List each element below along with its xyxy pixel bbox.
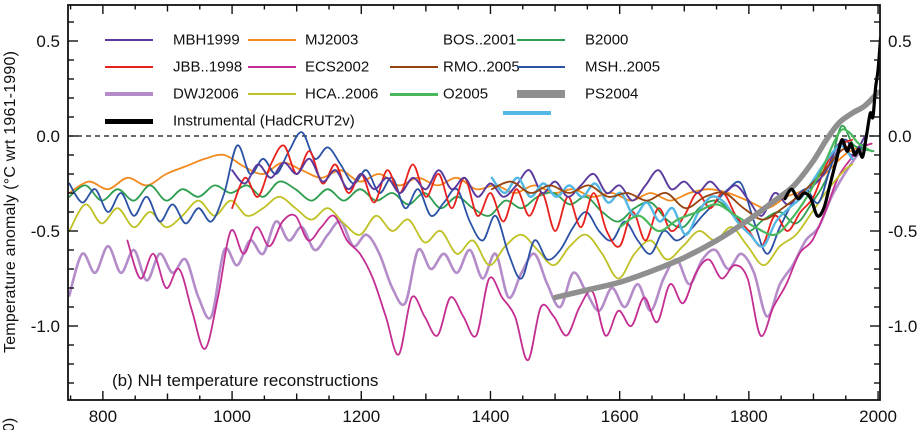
y-tick-label-left: 0.5 xyxy=(36,32,60,51)
legend-label-0: MBH1999 xyxy=(173,31,240,49)
legend-label-1: MJ2003 xyxy=(305,31,359,49)
legend-label-6: RMO..2005 xyxy=(443,58,520,76)
legend-swatch-4 xyxy=(105,65,153,69)
legend-label-8: DWJ2006 xyxy=(173,85,239,103)
x-tick-label: 1400 xyxy=(472,407,510,426)
legend-label-2: BOS..2001 xyxy=(443,31,517,49)
x-tick-label: 1600 xyxy=(601,407,639,426)
x-tick-label: 1200 xyxy=(342,407,380,426)
y-tick-label-left: 0.0 xyxy=(36,127,60,146)
y-tick-label-left: -1.0 xyxy=(31,317,60,336)
legend-swatch-11 xyxy=(517,90,565,98)
series-line-msh-2005 xyxy=(68,131,866,280)
y-tick-label-right: 0.5 xyxy=(888,32,912,51)
legend-swatch-9 xyxy=(248,92,296,96)
legend-swatch-13 xyxy=(503,111,551,115)
x-tick-label: 1800 xyxy=(730,407,768,426)
series-line-rmo-2005 xyxy=(490,144,854,221)
legend-swatch-10 xyxy=(390,92,438,96)
series-line-instrumental-hadcrut2v- xyxy=(783,35,880,218)
legend-label-9: HCA..2006 xyxy=(305,85,379,103)
legend-swatch-5 xyxy=(248,65,296,69)
y-tick-label-right: -1.0 xyxy=(888,317,917,336)
series-line-ecs2002 xyxy=(126,142,873,362)
legend-swatch-12 xyxy=(105,118,153,124)
series-line-bos-2001 xyxy=(490,144,854,248)
legend-label-11: PS2004 xyxy=(585,85,639,103)
cropped-text-fragment: 0) xyxy=(1,417,18,430)
series-line-hca-2006 xyxy=(68,163,854,280)
y-axis-title: Temperature anomaly (°C wrt 1961-1990) xyxy=(2,50,19,354)
legend-swatch-1 xyxy=(248,38,296,42)
x-tick-label: 2000 xyxy=(859,407,897,426)
series-line-ps2004 xyxy=(552,89,880,301)
legend-label-12: Instrumental (HadCRUT2v) xyxy=(173,112,355,130)
legend-swatch-3 xyxy=(517,38,565,42)
legend-label-3: B2000 xyxy=(585,31,629,49)
panel-label: (b) NH temperature reconstructions xyxy=(112,371,379,390)
series-line-dwj2006 xyxy=(68,144,867,320)
legend-swatch-8 xyxy=(105,92,153,96)
legend-label-5: ECS2002 xyxy=(305,58,370,76)
legend-label-7: MSH..2005 xyxy=(585,58,661,76)
plot-frame xyxy=(67,4,881,401)
axis-ticks xyxy=(68,5,880,400)
legend-label-10: O2005 xyxy=(443,85,489,103)
x-tick-label: 1000 xyxy=(213,407,251,426)
legend-swatch-7 xyxy=(517,65,565,69)
legend-swatch-0 xyxy=(105,38,153,42)
series-line-o2005 xyxy=(618,128,873,237)
y-tick-label-right: 0.0 xyxy=(888,127,912,146)
x-tick-label: 800 xyxy=(89,407,117,426)
y-tick-label-right: -0.5 xyxy=(888,222,917,241)
legend-label-4: JBB..1998 xyxy=(173,58,243,76)
legend-swatch-6 xyxy=(390,65,438,69)
series-line-mj2003 xyxy=(68,142,866,210)
y-tick-label-left: -0.5 xyxy=(31,222,60,241)
series-lines xyxy=(68,35,880,362)
